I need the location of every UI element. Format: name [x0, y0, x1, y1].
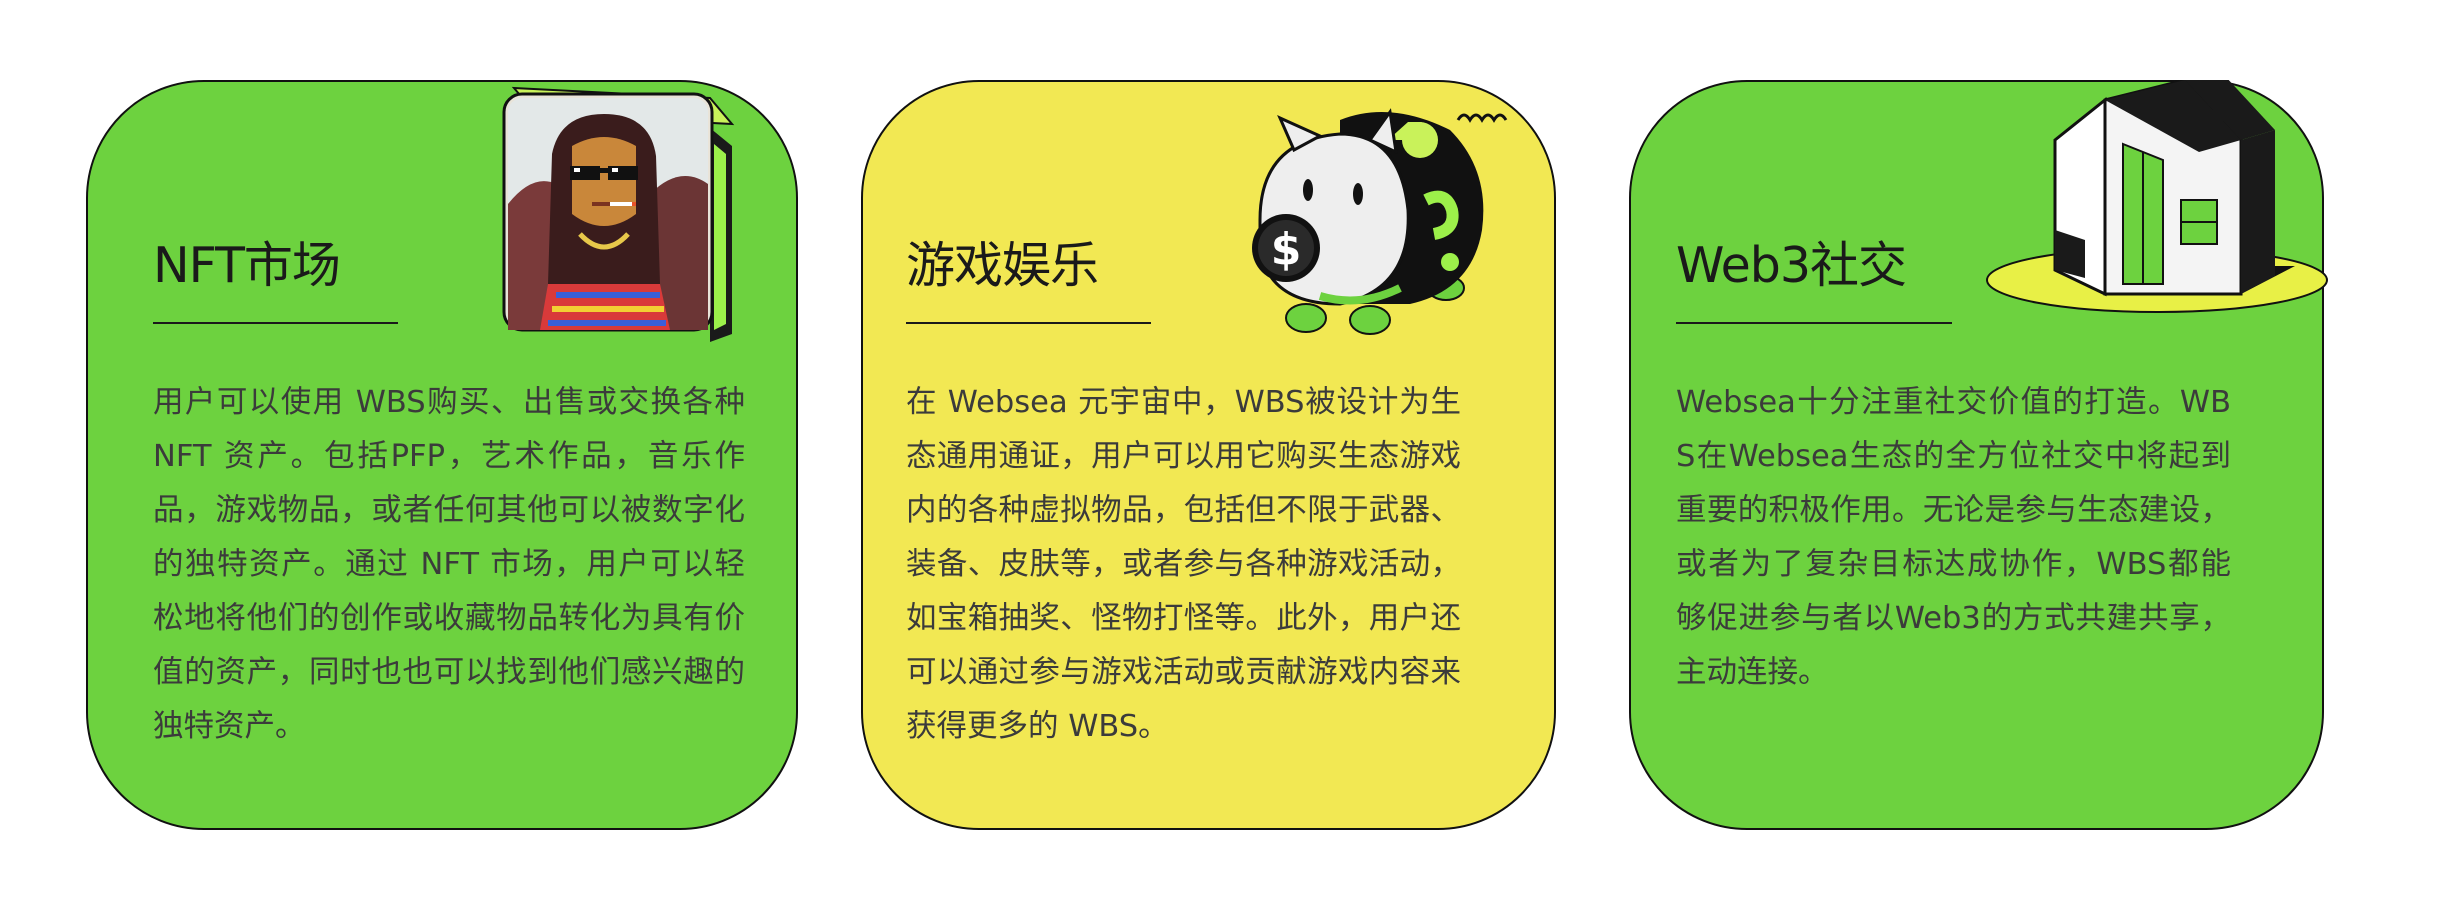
card-title: 游戏娱乐: [906, 237, 1099, 294]
pixel-art-portrait-icon: [502, 86, 735, 342]
card-body: Websea十分注重社交价值的打造。WBS在Websea生态的全方位社交中将起到…: [1676, 385, 2231, 690]
svg-text:$: $: [1271, 224, 1302, 275]
title-divider: [153, 322, 398, 324]
card-title: NFT市场: [153, 237, 341, 294]
card-body: 用户可以使用 WBS购买、出售或交换各种 NFT 资产。包括PFP，艺术作品，音…: [153, 385, 745, 744]
house-icon: [1986, 80, 2328, 313]
title-divider: [1676, 322, 1952, 324]
title-divider: [906, 322, 1151, 324]
piggy-bank-icon: $: [1252, 108, 1508, 335]
card-body: 在 Websea 元宇宙中，WBS被设计为生态通用通证，用户可以用它购买生态游戏…: [906, 385, 1461, 744]
card-title: Web3社交: [1676, 237, 1907, 294]
